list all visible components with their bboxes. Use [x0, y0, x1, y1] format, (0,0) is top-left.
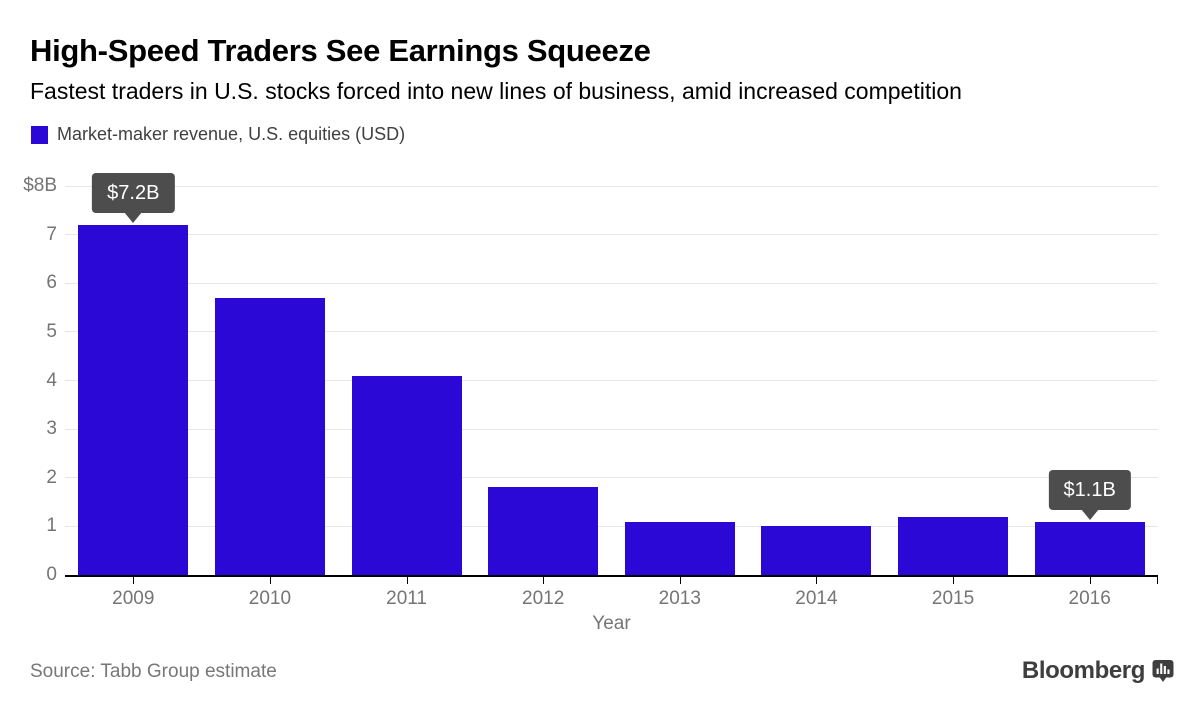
x-axis-tick-label-2012: 2012 — [522, 588, 565, 609]
legend: Market-maker revenue, U.S. equities (USD… — [31, 124, 405, 145]
bar-2015 — [898, 516, 1009, 575]
chart-subtitle: Fastest traders in U.S. stocks forced in… — [30, 78, 962, 104]
source-text: Source: Tabb Group estimate — [30, 661, 277, 682]
x-axis-tick-2015 — [953, 577, 955, 584]
gridline-7 — [65, 234, 1158, 236]
x-axis-tick-2014 — [816, 577, 818, 584]
x-axis-line — [65, 575, 1158, 577]
annotation-2009: $7.2B — [92, 172, 175, 213]
annotation-pointer-2009 — [124, 211, 143, 223]
bloomberg-logo: Bloomberg — [1022, 657, 1174, 685]
chart-title: High-Speed Traders See Earnings Squeeze — [30, 33, 651, 68]
legend-swatch — [31, 125, 48, 144]
x-axis-tick-2012 — [543, 577, 545, 584]
annotation-2016: $1.1B — [1048, 469, 1131, 510]
y-axis-tick-label-2: 2 — [46, 466, 57, 488]
bar-2009 — [78, 224, 189, 575]
x-axis-tick-2011 — [406, 577, 408, 584]
gridline-4 — [65, 380, 1158, 381]
y-axis-tick-label-4: 4 — [46, 369, 57, 391]
x-axis-title: Year — [592, 613, 631, 634]
x-axis-tick-2016 — [1089, 577, 1091, 584]
legend-label: Market-maker revenue, U.S. equities (USD… — [57, 124, 406, 144]
x-axis-tick-label-2011: 2011 — [386, 588, 427, 609]
bloomberg-logo-text: Bloomberg — [1021, 657, 1145, 684]
bar-2014 — [761, 526, 872, 575]
x-axis-end-tick — [1157, 577, 1158, 584]
x-axis-tick-2009 — [133, 577, 135, 584]
gridline-2 — [65, 477, 1158, 479]
x-axis-tick-2013 — [679, 577, 681, 584]
gridline-5 — [65, 331, 1158, 333]
y-axis-tick-label-3: 3 — [46, 418, 57, 440]
x-axis-tick-label-2014: 2014 — [795, 588, 838, 609]
x-axis-tick-label-2009: 2009 — [112, 588, 155, 609]
y-axis-tick-label-8: $8B — [23, 175, 57, 196]
gridline-1 — [65, 525, 1158, 527]
y-axis-tick-label-7: 7 — [46, 223, 57, 245]
bloomberg-bubble-chart-icon — [1152, 660, 1174, 682]
bar-2010 — [214, 297, 325, 575]
y-axis-tick-label-1: 1 — [46, 515, 57, 537]
gridline-3 — [65, 428, 1158, 430]
x-axis-tick-label-2016: 2016 — [1068, 588, 1111, 609]
x-axis-tick-2010 — [269, 577, 271, 584]
y-axis-tick-label-5: 5 — [46, 320, 57, 342]
bar-2011 — [351, 375, 462, 575]
annotation-pointer-2016 — [1080, 508, 1099, 520]
y-axis-tick-label-0: 0 — [46, 564, 57, 585]
gridline-6 — [65, 282, 1158, 284]
bar-2012 — [488, 487, 599, 575]
y-axis-tick-label-6: 6 — [46, 272, 57, 294]
x-axis-tick-label-2015: 2015 — [931, 588, 975, 609]
x-axis-tick-label-2010: 2010 — [248, 588, 292, 609]
bar-2016 — [1034, 521, 1145, 575]
bar-2013 — [624, 521, 735, 575]
x-axis-tick-label-2013: 2013 — [658, 588, 701, 609]
gridline-8 — [65, 185, 1158, 187]
